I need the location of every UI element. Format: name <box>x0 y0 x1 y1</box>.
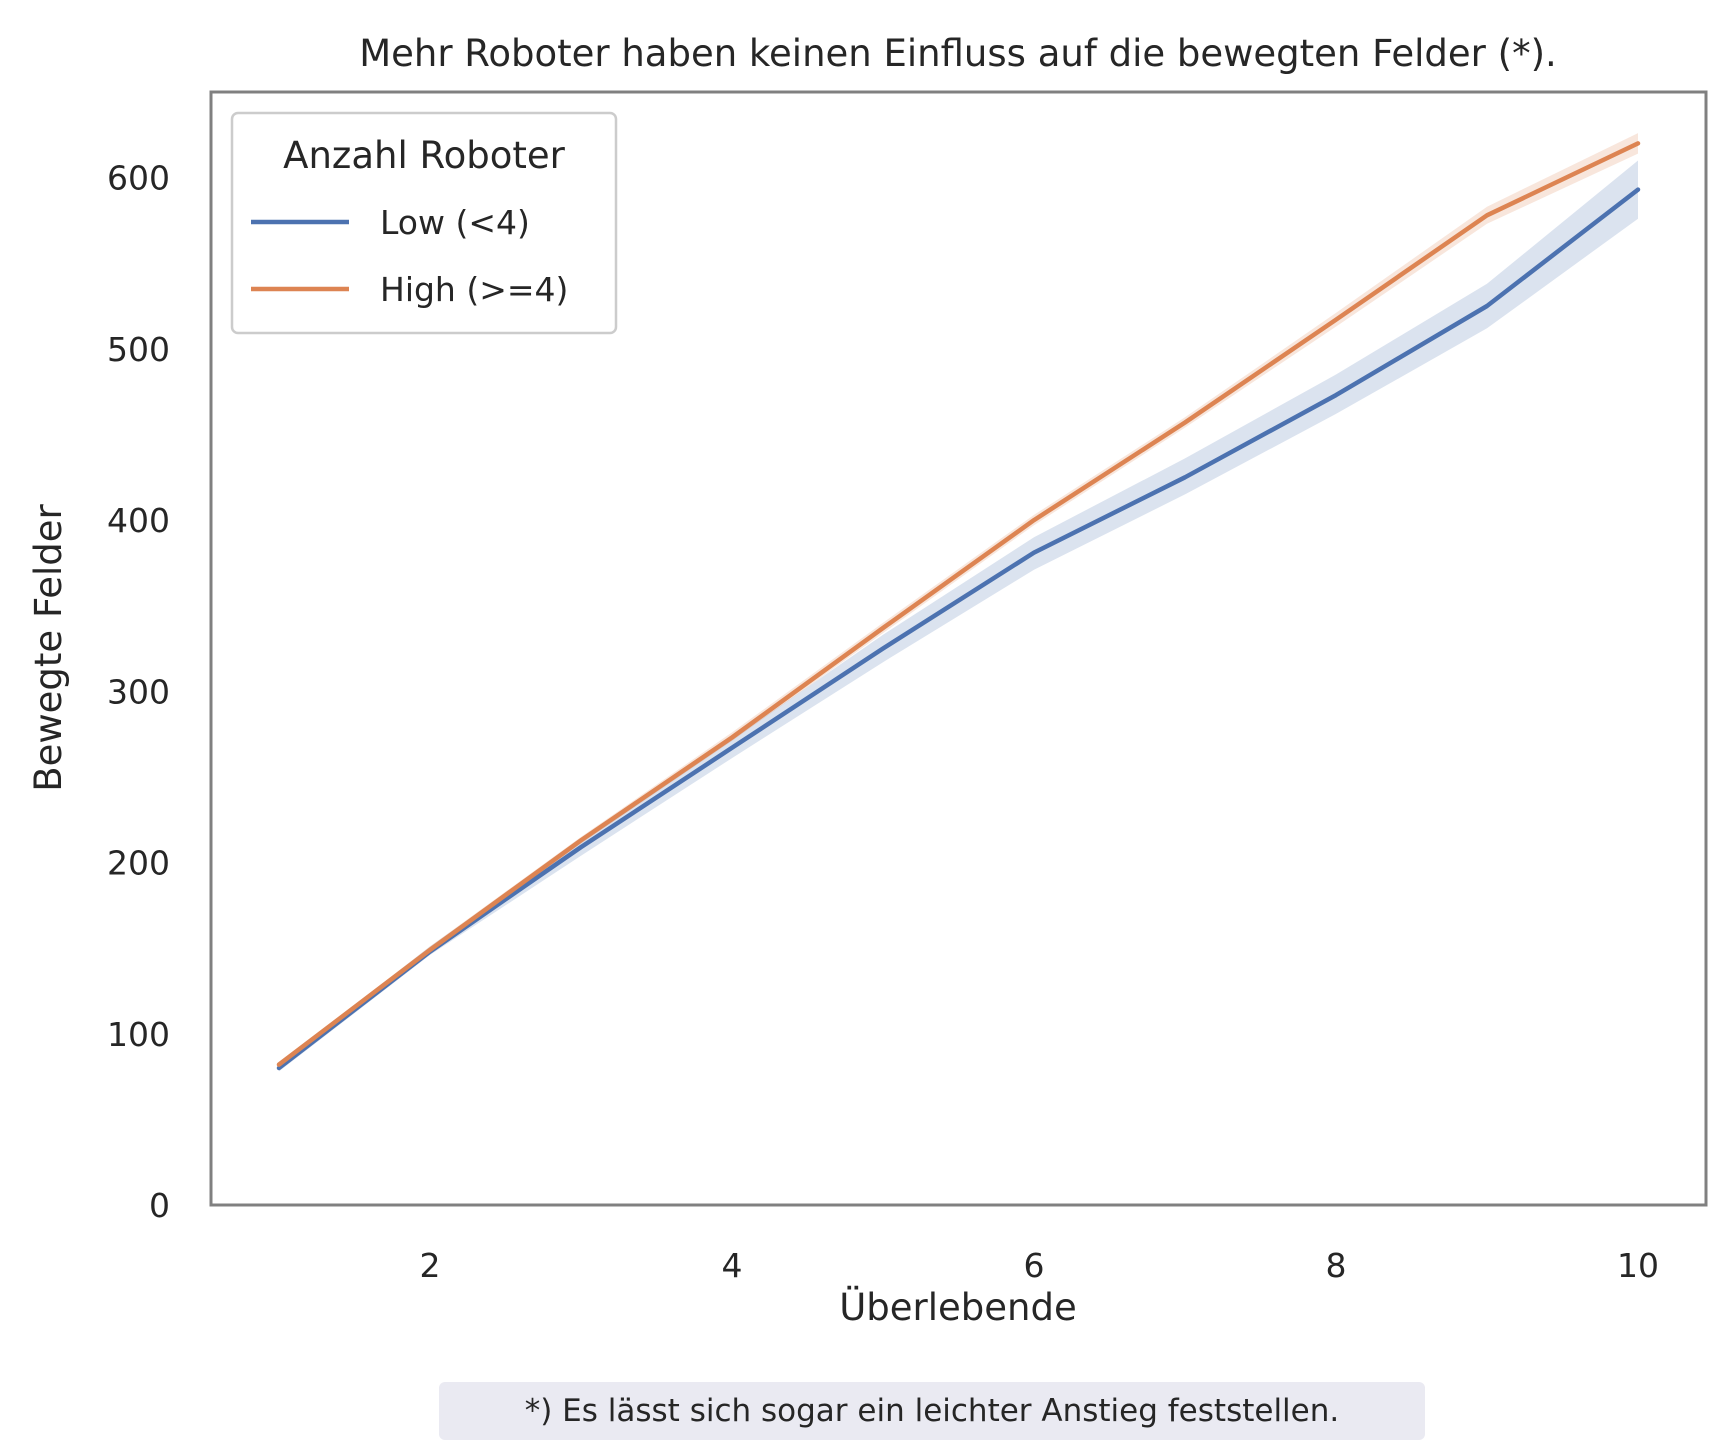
x-tick-label: 8 <box>1326 1246 1347 1285</box>
y-tick-label: 600 <box>107 159 170 198</box>
series-line-high <box>276 141 1641 1067</box>
x-axis-label: Überlebende <box>839 1286 1077 1329</box>
x-tick-label: 2 <box>420 1246 441 1285</box>
legend-frame <box>230 111 618 335</box>
y-tick-label: 300 <box>107 672 170 711</box>
series-lines <box>276 141 1641 1071</box>
y-axis-ticks: 0 100 200 300 400 500 600 <box>107 159 170 1225</box>
confidence-bands <box>279 133 1638 1072</box>
ci-band-low <box>279 160 1638 1072</box>
legend-label-high: High (>=4) <box>380 270 568 309</box>
y-tick-label: 0 <box>149 1186 170 1225</box>
y-tick-label: 100 <box>107 1015 170 1054</box>
y-tick-label: 400 <box>107 501 170 540</box>
legend-title: Anzahl Roboter <box>283 134 565 177</box>
legend: Anzahl Roboter Low (<4) High (>=4) <box>230 111 618 335</box>
plot-frame <box>209 90 1708 1207</box>
legend-label-low: Low (<4) <box>380 203 530 242</box>
x-tick-label: 4 <box>722 1246 743 1285</box>
y-tick-label: 500 <box>107 330 170 369</box>
chart-title: Mehr Roboter haben keinen Einfluss auf d… <box>359 32 1557 75</box>
footnote: *) Es lässt sich sogar ein leichter Anst… <box>439 1382 1425 1440</box>
y-axis-label: Bewegte Felder <box>27 503 70 791</box>
x-tick-label: 6 <box>1024 1246 1045 1285</box>
y-tick-label: 200 <box>107 844 170 883</box>
x-axis-ticks: 2 4 6 8 10 <box>420 1246 1660 1285</box>
x-tick-label: 10 <box>1617 1246 1659 1285</box>
series-line-low <box>276 187 1641 1071</box>
